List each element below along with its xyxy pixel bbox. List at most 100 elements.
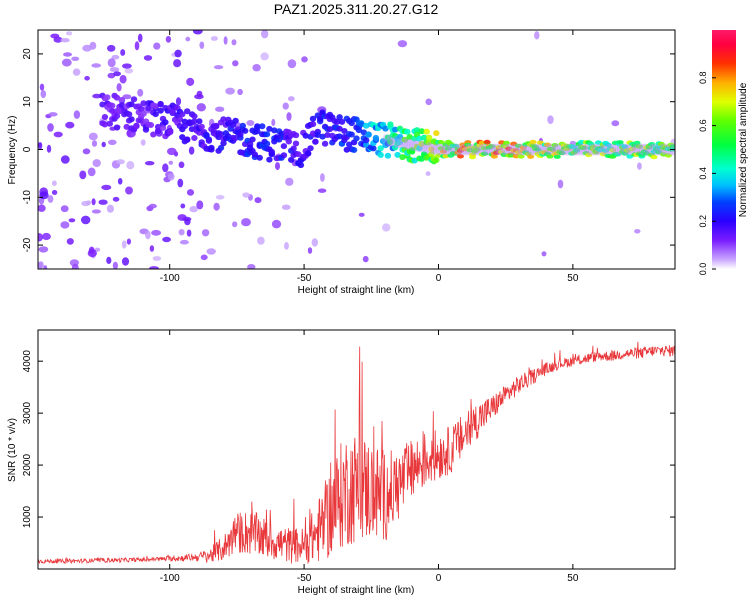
- noise-blob: [282, 102, 289, 110]
- noise-blob: [121, 240, 127, 249]
- colorbar-label: Normalized spectral amplitude: [738, 82, 749, 217]
- ridge-blob: [181, 123, 188, 130]
- noise-blob: [87, 249, 97, 258]
- noise-blob: [51, 190, 58, 195]
- ridge-blob: [548, 146, 556, 152]
- ridge-blob: [307, 145, 314, 152]
- noise-blob: [320, 173, 325, 182]
- noise-blob: [39, 191, 49, 200]
- ridge-blob: [348, 131, 355, 138]
- noise-blob: [87, 167, 96, 177]
- heatmap-area: [38, 30, 675, 269]
- ridge-blob: [133, 122, 140, 129]
- ridge-blob: [251, 151, 259, 158]
- noise-blob: [225, 87, 235, 95]
- ridge-blob: [317, 116, 324, 123]
- ridge-blob: [266, 125, 273, 132]
- ridge-blob: [592, 150, 600, 155]
- noise-blob: [231, 39, 237, 46]
- ridge-blob: [101, 114, 109, 120]
- ridge-blob: [324, 132, 331, 138]
- noise-blob: [246, 120, 255, 126]
- ridge-blob: [99, 101, 106, 108]
- noise-blob: [271, 219, 282, 229]
- noise-blob: [287, 96, 295, 102]
- spectrogram-xlabel: Height of straight line (km): [298, 285, 415, 296]
- noise-blob: [213, 202, 220, 211]
- ridge-blob: [416, 135, 423, 142]
- ridge-blob: [580, 145, 588, 151]
- noise-blob: [73, 110, 81, 119]
- noise-blob: [425, 98, 433, 106]
- noise-blob: [137, 33, 143, 43]
- noise-blob: [137, 88, 144, 97]
- ridge-blob: [266, 156, 273, 163]
- ridge-blob: [363, 122, 370, 129]
- noise-blob: [557, 179, 564, 189]
- ridge-halo: [401, 137, 408, 150]
- ridge-blob: [326, 126, 334, 133]
- noise-blob: [254, 197, 262, 204]
- colorbar-tick-label: 0.0: [698, 263, 708, 276]
- ridge-blob: [256, 154, 263, 161]
- x-tick-label: -100: [160, 273, 180, 284]
- noise-blob: [106, 204, 114, 213]
- ridge-blob: [140, 100, 147, 107]
- ridge-blob: [191, 118, 198, 125]
- ridge-blob: [314, 132, 321, 138]
- ridge-blob: [116, 108, 123, 115]
- noise-blob: [286, 112, 292, 121]
- noise-blob: [71, 263, 79, 269]
- noise-blob: [41, 232, 51, 241]
- ridge-halo: [573, 143, 580, 156]
- ridge-blob: [425, 139, 433, 146]
- colorbar-gradient: [712, 30, 736, 269]
- ridge-blob: [534, 147, 542, 152]
- noise-blob: [60, 205, 69, 213]
- noise-blob: [167, 173, 175, 181]
- ridge-blob: [159, 124, 167, 131]
- noise-blob: [60, 221, 70, 229]
- y-tick-label: -10: [22, 190, 33, 205]
- ridge-blob: [437, 140, 445, 145]
- noise-blob: [101, 141, 106, 148]
- ridge-blob: [387, 121, 394, 128]
- ridge-blob: [176, 116, 184, 123]
- ridge-blob: [404, 128, 411, 135]
- ridge-blob: [184, 108, 191, 115]
- noise-blob: [47, 123, 54, 132]
- noise-blob: [213, 65, 224, 70]
- ridge-blob: [488, 144, 496, 149]
- noise-blob: [116, 159, 125, 165]
- noise-blob: [232, 221, 238, 228]
- ridge-blob: [205, 137, 213, 144]
- ridge-blob: [179, 111, 186, 118]
- ridge-blob: [113, 94, 121, 101]
- spectrogram-ylabel: Frequency (Hz): [7, 116, 18, 185]
- noise-blob: [53, 131, 63, 138]
- ridge-blob: [558, 150, 566, 156]
- ridge-blob: [363, 141, 370, 148]
- ridge-blob: [181, 118, 188, 125]
- ridge-blob: [184, 136, 191, 143]
- x-tick-label: -100: [160, 573, 180, 584]
- noise-blob: [175, 97, 182, 106]
- ridge-blob: [154, 128, 162, 134]
- ridge-blob: [167, 129, 174, 136]
- noise-blob: [148, 203, 157, 209]
- noise-blob: [91, 140, 98, 147]
- ridge-blob: [319, 133, 326, 140]
- ridge-blob: [384, 134, 392, 141]
- ridge-blob: [341, 128, 348, 134]
- ridge-blob: [428, 146, 435, 153]
- noise-blob: [47, 195, 54, 203]
- ridge-blob: [633, 140, 641, 146]
- ridge-blob: [346, 141, 353, 148]
- ridge-blob: [421, 134, 428, 141]
- noise-blob: [124, 68, 134, 74]
- ridge-blob: [268, 148, 275, 155]
- ridge-blob: [118, 98, 126, 104]
- snr-ylabel: SNR (10 * v/v): [7, 418, 18, 482]
- ridge-halo: [467, 143, 474, 156]
- noise-blob: [284, 242, 289, 250]
